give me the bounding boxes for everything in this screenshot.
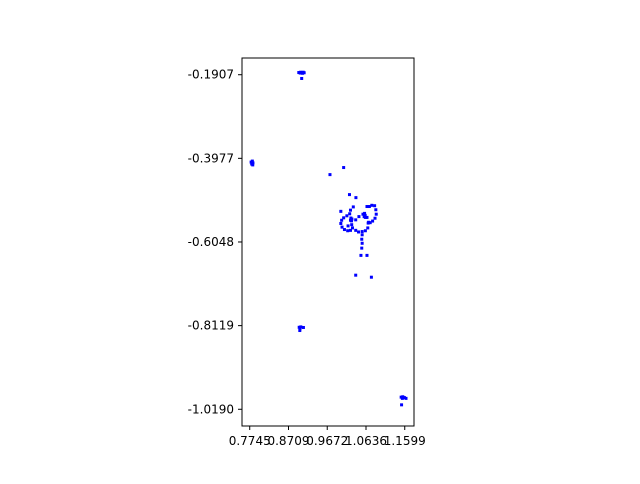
data-point [404, 396, 408, 400]
data-point [400, 403, 404, 407]
data-point [366, 221, 370, 225]
data-point [401, 395, 405, 399]
data-point [328, 173, 332, 177]
data-point [347, 193, 351, 197]
data-point [368, 221, 372, 225]
data-point [365, 205, 369, 209]
data-point [339, 221, 343, 225]
data-point [301, 71, 305, 75]
data-point [360, 233, 364, 237]
data-point [365, 253, 369, 257]
y-axis: -0.1907 -0.3977 -0.6048 -0.8119 -1.0190 [188, 68, 242, 416]
data-point [301, 325, 305, 329]
data-point [354, 218, 358, 222]
data-point [340, 225, 344, 229]
data-point [340, 218, 344, 222]
data-point [363, 211, 367, 215]
data-point [360, 241, 364, 245]
data-point [350, 223, 354, 227]
data-point [299, 325, 303, 329]
plot-area [242, 58, 414, 426]
data-point [369, 275, 373, 279]
data-point [354, 273, 358, 277]
x-tick-label: 1.1599 [384, 434, 426, 448]
x-tick-label: 0.8709 [267, 434, 309, 448]
data-point [342, 228, 346, 232]
data-point [348, 228, 352, 232]
data-point [342, 216, 346, 220]
data-point [351, 226, 354, 230]
data-point [361, 212, 365, 216]
data-point [360, 237, 364, 241]
data-point [374, 212, 378, 216]
y-tick-label: -0.8119 [188, 319, 234, 333]
data-point [360, 230, 364, 234]
y-tick-label: -0.1907 [188, 68, 234, 82]
y-tick-label: -0.6048 [188, 235, 234, 249]
data-point [373, 216, 377, 220]
data-point [354, 196, 358, 200]
data-point [354, 228, 358, 232]
data-point [348, 208, 352, 212]
data-point [302, 71, 306, 75]
data-point [360, 246, 364, 250]
data-point [365, 215, 369, 219]
data-point [342, 166, 346, 170]
data-point [370, 203, 374, 207]
data-point [298, 329, 302, 333]
data-points [249, 70, 408, 407]
data-point [363, 215, 367, 219]
x-tick-label: 0.7745 [229, 434, 271, 448]
data-point [346, 224, 350, 228]
y-tick-label: -0.3977 [188, 151, 234, 165]
data-point [251, 163, 255, 167]
data-point [250, 159, 254, 163]
data-point [357, 230, 361, 234]
y-tick-label: -1.0190 [188, 402, 234, 416]
data-point [367, 205, 371, 209]
data-point [374, 208, 378, 212]
data-point [298, 327, 302, 331]
data-point [351, 205, 355, 209]
data-point [346, 229, 350, 233]
data-point [297, 325, 301, 329]
data-point [359, 253, 363, 257]
data-point [300, 76, 304, 80]
data-point [363, 229, 367, 233]
data-point [339, 209, 343, 213]
x-tick-label: 1.0636 [345, 434, 387, 448]
data-point [348, 212, 352, 216]
data-point [349, 219, 353, 223]
data-point [400, 396, 404, 400]
data-point [371, 219, 375, 223]
x-tick-label: 0.9672 [306, 434, 348, 448]
data-point [373, 204, 377, 208]
data-point [345, 214, 349, 218]
data-point [366, 226, 370, 230]
data-point [357, 215, 361, 219]
data-point [298, 71, 302, 75]
data-point [402, 396, 406, 400]
